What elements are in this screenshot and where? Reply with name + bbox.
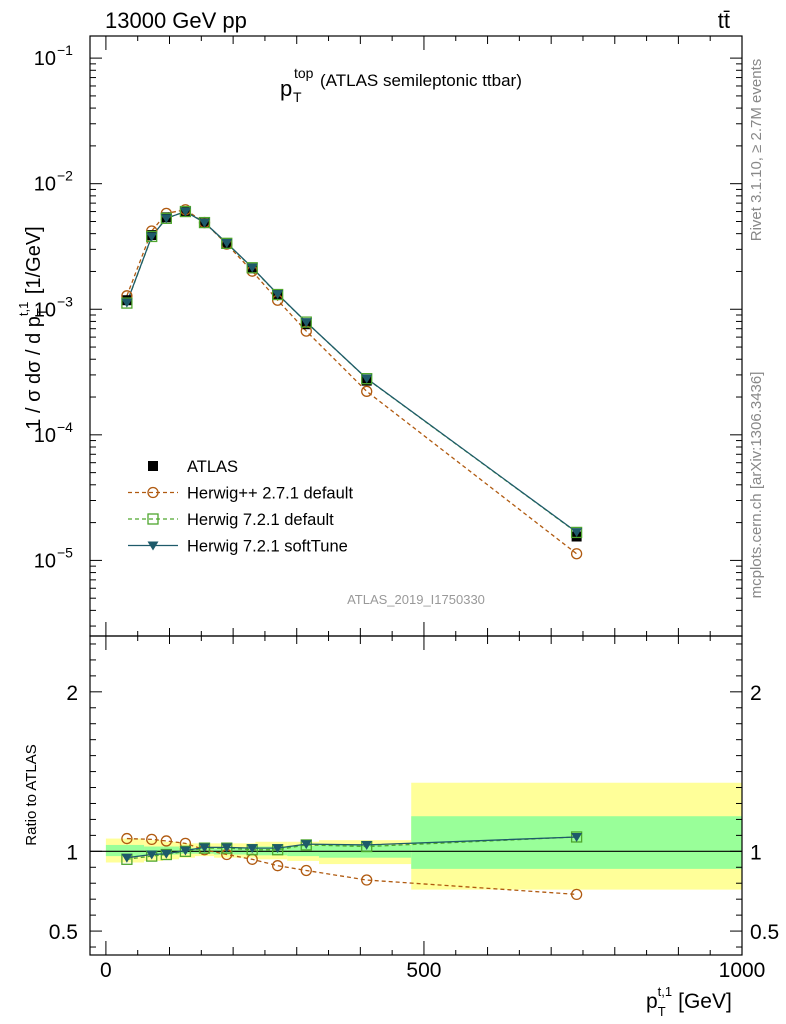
herwig-softtune-point <box>121 298 133 308</box>
main-y-tick-label: 10 <box>34 174 56 196</box>
process-label: tt̄ <box>718 8 730 33</box>
data-point <box>148 461 158 471</box>
herwig-softtune-point <box>571 832 583 842</box>
ratio-y-tick-label-right: 2 <box>750 682 762 705</box>
herwig-default-point <box>221 237 233 249</box>
herwig-softtune-point <box>121 853 133 863</box>
main-y-tick-exponent: −5 <box>57 544 73 560</box>
herwig-default-point <box>121 297 133 309</box>
herwig-softtune-point <box>198 843 210 853</box>
herwig-softtune-point <box>160 214 172 224</box>
ratio-y-tick-label: 2 <box>66 682 78 705</box>
rivet-label: Rivet 3.1.10, ≥ 2.7M events <box>748 59 765 242</box>
herwigpp-point <box>146 833 158 846</box>
main-y-tick-label: 10 <box>34 299 56 321</box>
herwigpp-ratio-line <box>126 837 577 896</box>
herwigpp-point <box>570 548 583 560</box>
plot-title-rest: (ATLAS semileptonic ttbar) <box>320 71 522 90</box>
herwig-softtune-point <box>146 232 158 242</box>
herwig-softtune-point <box>198 218 210 228</box>
herwig-softtune-point <box>300 840 312 850</box>
herwigpp-point <box>121 832 133 845</box>
herwigpp-point <box>271 860 284 872</box>
x-tick-label: 1000 <box>719 959 766 982</box>
legend-label: Herwig 7.2.1 softTune <box>187 538 348 556</box>
plot-title-sup: top <box>294 65 314 81</box>
main-y-tick-exponent: −4 <box>57 419 73 435</box>
main-y-tick-label: 10 <box>34 48 56 70</box>
herwig-softtune-point <box>179 846 191 856</box>
herwig-softtune-point <box>361 840 373 850</box>
herwigpp-point <box>570 888 583 901</box>
main-panel <box>121 204 583 560</box>
analysis-id: ATLAS_2019_I1750330 <box>347 592 485 607</box>
herwig-softtune-point <box>300 318 312 328</box>
herwig-softtune-point <box>146 850 158 860</box>
herwig-softtune-point <box>179 207 191 217</box>
herwig-softtune-point <box>272 290 284 300</box>
herwig-default-point <box>147 513 159 525</box>
ratio-y-tick-label-right: 0.5 <box>750 921 779 944</box>
ratio-y-tick-label-right: 1 <box>750 841 762 864</box>
plot-title-sub: T <box>293 89 302 105</box>
herwig-softtune-point <box>361 374 373 384</box>
herwigpp-point <box>361 385 373 397</box>
plot-title-main: p <box>280 76 292 101</box>
main-y-label: 1 / σ dσ / d pTt,1 [1/GeV] <box>16 226 49 429</box>
x-tick-label: 0 <box>100 959 112 982</box>
herwig-default-point <box>271 288 284 301</box>
herwigpp-point <box>160 835 172 847</box>
herwig-softtune-point <box>160 849 172 859</box>
main-y-tick-label: 10 <box>34 425 56 447</box>
main-y-tick-exponent: −3 <box>57 293 73 309</box>
x-tick-label: 500 <box>406 959 441 982</box>
plot-title: p top T (ATLAS semileptonic ttbar) <box>280 65 522 105</box>
herwig-softtune-point <box>272 844 284 854</box>
main-y-tick-exponent: −2 <box>57 168 73 184</box>
herwig-softtune-point <box>571 528 583 538</box>
herwigpp-point <box>147 486 159 499</box>
main-y-tick-label: 10 <box>34 550 56 572</box>
herwig-softtune-point <box>147 541 159 551</box>
main-y-tick-exponent: −1 <box>57 42 73 58</box>
ratio-y-tick-label: 0.5 <box>49 921 78 944</box>
svg-text:p: p <box>280 76 292 101</box>
herwig-softtune-point <box>246 263 258 273</box>
herwig-default-point <box>361 373 373 385</box>
herwigpp-point <box>300 864 312 877</box>
svg-text:pTt,1[GeV]: pTt,1 [GeV] <box>646 984 732 1019</box>
herwig-softtune-point <box>246 844 258 854</box>
axes: 10 −110 −210 −310 −410 −52 21 10.5 0.50 500 1000 <box>34 35 779 982</box>
herwig-default-point <box>570 526 583 539</box>
legend: ATLAS Herwig++ 2.7.1 default Herwig 7.2.1 … <box>128 458 353 556</box>
legend-label: Herwig 7.2.1 default <box>187 511 334 529</box>
legend-label: Herwig++ 2.7.1 default <box>187 485 353 503</box>
svg-text:1 / σ dσ / d pTt,1 [1/GeV]: 1 / σ dσ / d pTt,1 [1/GeV] <box>16 226 49 429</box>
herwig-default-point <box>246 262 258 274</box>
ratio-y-label: Ratio to ATLAS <box>23 744 40 845</box>
herwigpp-point <box>361 874 373 886</box>
mcplots-label: mcplots.cern.ch [arXiv:1306.3436] <box>748 372 765 599</box>
x-axis-label: pTt,1 [GeV] <box>646 984 732 1019</box>
ratio-frame <box>89 635 743 956</box>
energy-label: 13000 GeV pp <box>105 8 247 33</box>
legend-label: ATLAS <box>187 458 238 476</box>
stat-uncertainty-band <box>105 844 145 857</box>
ratio-panel <box>90 782 742 901</box>
herwig-softtune-point <box>221 238 233 248</box>
ratio-y-tick-label: 1 <box>66 841 78 864</box>
herwig-softtune-point <box>221 843 233 853</box>
